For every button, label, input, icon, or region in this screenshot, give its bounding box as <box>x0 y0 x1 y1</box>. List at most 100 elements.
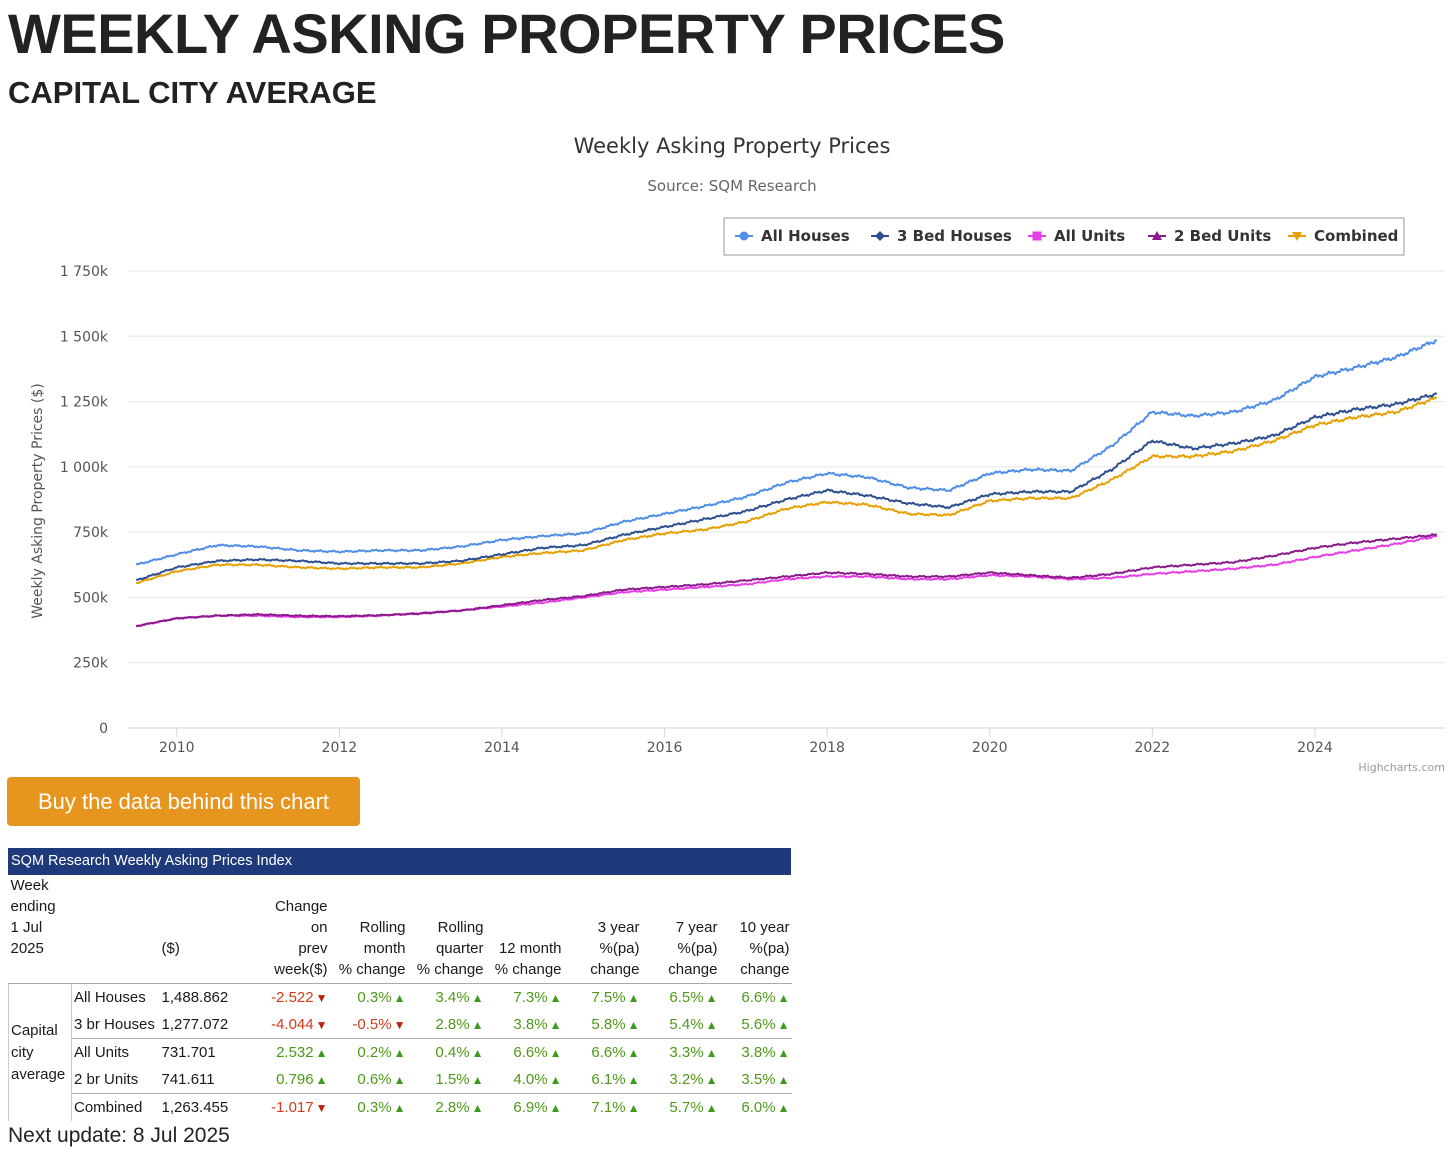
legend-label: Combined <box>1314 227 1398 245</box>
row-name: All Houses <box>74 989 146 1006</box>
legend-item[interactable]: All Houses <box>735 227 850 245</box>
up-arrow-icon: ▲ <box>393 1101 406 1115</box>
up-arrow-icon: ▲ <box>777 1073 790 1087</box>
row-y3: 7.1% ▲ <box>563 1093 642 1121</box>
up-arrow-icon: ▲ <box>549 1073 562 1087</box>
table-row: Combined 1,263.455 -1.017 ▼ 0.3% ▲ 2.8% ▲ 6.9% ▲ 7… <box>9 1093 792 1121</box>
row-change: 2.532 ▲ <box>237 1038 330 1066</box>
row-change: 0.796 ▲ <box>276 1071 328 1088</box>
legend-item[interactable]: All Units <box>1028 227 1125 245</box>
x-axis: 2010 2012 2014 2016 2018 2020 2022 2024 <box>159 728 1333 756</box>
legend-marker <box>875 231 885 241</box>
table-row: 3 br Houses 1,277.072 -4.044 ▼ -0.5% ▼ 2.8% ▲ 3.… <box>9 1011 792 1039</box>
row-y3: 6.1% ▲ <box>591 1071 640 1088</box>
up-arrow-icon: ▲ <box>777 991 790 1005</box>
row-y7: 5.4% ▲ <box>669 1016 718 1033</box>
row-y10: 6.6% ▲ <box>741 989 790 1006</box>
x-tick-label: 2022 <box>1135 740 1171 756</box>
y-tick-label: 750k <box>73 525 109 541</box>
legend-label: All Houses <box>761 227 850 245</box>
up-arrow-icon: ▲ <box>705 1073 718 1087</box>
row-m12: 4.0% ▲ <box>513 1071 562 1088</box>
up-arrow-icon: ▲ <box>471 1046 484 1060</box>
up-arrow-icon: ▲ <box>627 1046 640 1060</box>
row-y10: 5.6% ▲ <box>741 1016 790 1033</box>
row-name: All Units <box>71 1038 160 1066</box>
up-arrow-icon: ▲ <box>549 1046 562 1060</box>
y-tick-label: 1 750k <box>60 264 109 280</box>
column-header: Rolling quarter% change <box>407 875 486 984</box>
row-name: Combined <box>71 1093 160 1121</box>
group-label: Capital city average <box>8 983 72 1121</box>
up-arrow-icon: ▲ <box>471 1018 484 1032</box>
legend-marker <box>1152 231 1162 240</box>
column-header: 10 year %(pa) change <box>719 875 792 984</box>
x-tick-label: 2018 <box>809 740 845 756</box>
down-arrow-icon: ▼ <box>393 1018 406 1032</box>
row-change: -2.522 ▼ <box>271 989 328 1006</box>
row-price: 1,277.072 <box>161 1016 229 1033</box>
row-y7: 3.3% ▲ <box>641 1038 720 1066</box>
row-price: 1,488.862 <box>161 989 229 1006</box>
chart-credits[interactable]: Highcharts.com <box>1358 761 1445 774</box>
legend-item[interactable]: 3 Bed Houses <box>871 227 1012 245</box>
row-rq: 1.5% ▲ <box>435 1071 484 1088</box>
column-header: 12 month% change <box>485 875 564 984</box>
row-y3: 6.6% ▲ <box>563 1038 642 1066</box>
price-col-header: ($) <box>159 875 238 984</box>
line-chart: Weekly Asking Property Prices Source: SQ… <box>30 134 1445 774</box>
legend-label: All Units <box>1054 227 1125 245</box>
row-m12: 7.3% ▲ <box>513 989 562 1006</box>
up-arrow-icon: ▲ <box>777 1018 790 1032</box>
row-price: 741.611 <box>161 1071 215 1088</box>
row-change: -1.017 ▼ <box>237 1093 330 1121</box>
x-tick-label: 2012 <box>322 740 358 756</box>
up-arrow-icon: ▲ <box>471 991 484 1005</box>
y-tick-label: 500k <box>73 590 109 606</box>
y-tick-label: 1 250k <box>60 395 109 411</box>
y-tick-label: 0 <box>99 721 108 737</box>
up-arrow-icon: ▲ <box>777 1101 790 1115</box>
buy-data-button[interactable]: Buy the data behind this chart <box>7 777 360 826</box>
up-arrow-icon: ▲ <box>705 1046 718 1060</box>
row-y7: 6.5% ▲ <box>669 989 718 1006</box>
up-arrow-icon: ▲ <box>705 1101 718 1115</box>
row-price: 1,263.455 <box>159 1093 238 1121</box>
row-y7: 5.7% ▲ <box>641 1093 720 1121</box>
row-m12: 6.6% ▲ <box>485 1038 564 1066</box>
page-title: WEEKLY ASKING PROPERTY PRICES <box>8 2 1005 65</box>
up-arrow-icon: ▲ <box>705 1018 718 1032</box>
column-header: 7 year %(pa) change <box>641 875 720 984</box>
row-name: 3 br Houses <box>74 1016 155 1033</box>
week-ending-header: Week ending 1 Jul 2025 <box>8 875 72 984</box>
up-arrow-icon: ▲ <box>627 991 640 1005</box>
legend-item[interactable]: Combined <box>1288 227 1398 245</box>
page-subtitle: CAPITAL CITY AVERAGE <box>8 75 377 110</box>
up-arrow-icon: ▲ <box>627 1101 640 1115</box>
chart-series <box>135 339 1438 628</box>
table-row: Capital city average All Houses 1,488.862 -2.… <box>8 983 792 1121</box>
down-arrow-icon: ▼ <box>315 991 328 1005</box>
y-tick-label: 250k <box>73 656 109 672</box>
column-header: 3 year %(pa) change <box>563 875 642 984</box>
legend-marker <box>1292 232 1302 241</box>
x-tick-label: 2016 <box>647 740 683 756</box>
legend-item[interactable]: 2 Bed Units <box>1148 227 1271 245</box>
row-rm: 0.6% ▲ <box>357 1071 406 1088</box>
series-line <box>135 392 1438 581</box>
row-y3: 7.5% ▲ <box>591 989 640 1006</box>
legend-label: 2 Bed Units <box>1174 227 1271 245</box>
legend-marker <box>739 231 749 241</box>
chart-gridlines <box>128 270 1445 729</box>
row-rm: 0.2% ▲ <box>329 1038 408 1066</box>
legend-marker <box>1032 231 1042 241</box>
series-line <box>135 339 1438 566</box>
table-row: All Units 731.701 2.532 ▲ 0.2% ▲ 0.4% ▲ 6.6% ▲ 6.6… <box>9 1038 792 1066</box>
up-arrow-icon: ▲ <box>627 1073 640 1087</box>
column-header: Rolling month% change <box>329 875 408 984</box>
x-tick-label: 2014 <box>484 740 520 756</box>
table-body: Capital city average All Houses 1,488.862 -2.… <box>8 983 792 1121</box>
row-y7: 3.2% ▲ <box>669 1071 718 1088</box>
row-y10: 3.8% ▲ <box>719 1038 792 1066</box>
chart-title: Weekly Asking Property Prices <box>574 134 891 158</box>
